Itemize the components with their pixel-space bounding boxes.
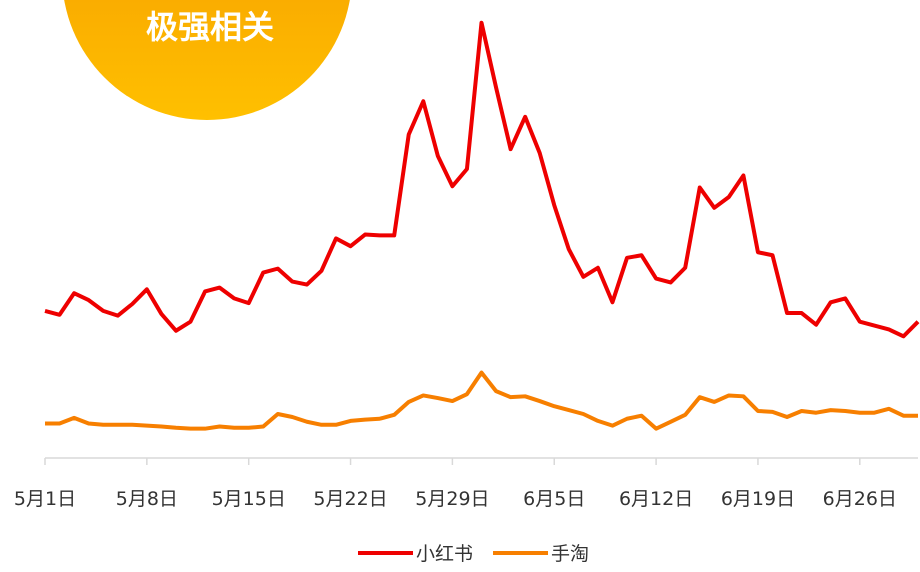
- badge-title: 极强相关: [146, 8, 274, 46]
- badge: [64, 0, 350, 120]
- x-tick-label: 6月19日: [721, 488, 795, 510]
- series-line: [44, 20, 920, 339]
- x-tick-label: 5月15日: [212, 488, 286, 510]
- legend-label: 手淘: [551, 543, 589, 565]
- x-tick-label: 5月29日: [415, 488, 489, 510]
- x-tick-label: 6月5日: [523, 488, 585, 510]
- x-tick-label: 5月8日: [116, 488, 178, 510]
- x-tick-label: 6月12日: [619, 488, 693, 510]
- x-tick-label: 5月22日: [313, 488, 387, 510]
- legend-label: 小红书: [416, 543, 473, 565]
- x-tick-label: 5月1日: [14, 488, 76, 510]
- series-line: [45, 370, 918, 431]
- x-tick-label: 6月26日: [823, 488, 897, 510]
